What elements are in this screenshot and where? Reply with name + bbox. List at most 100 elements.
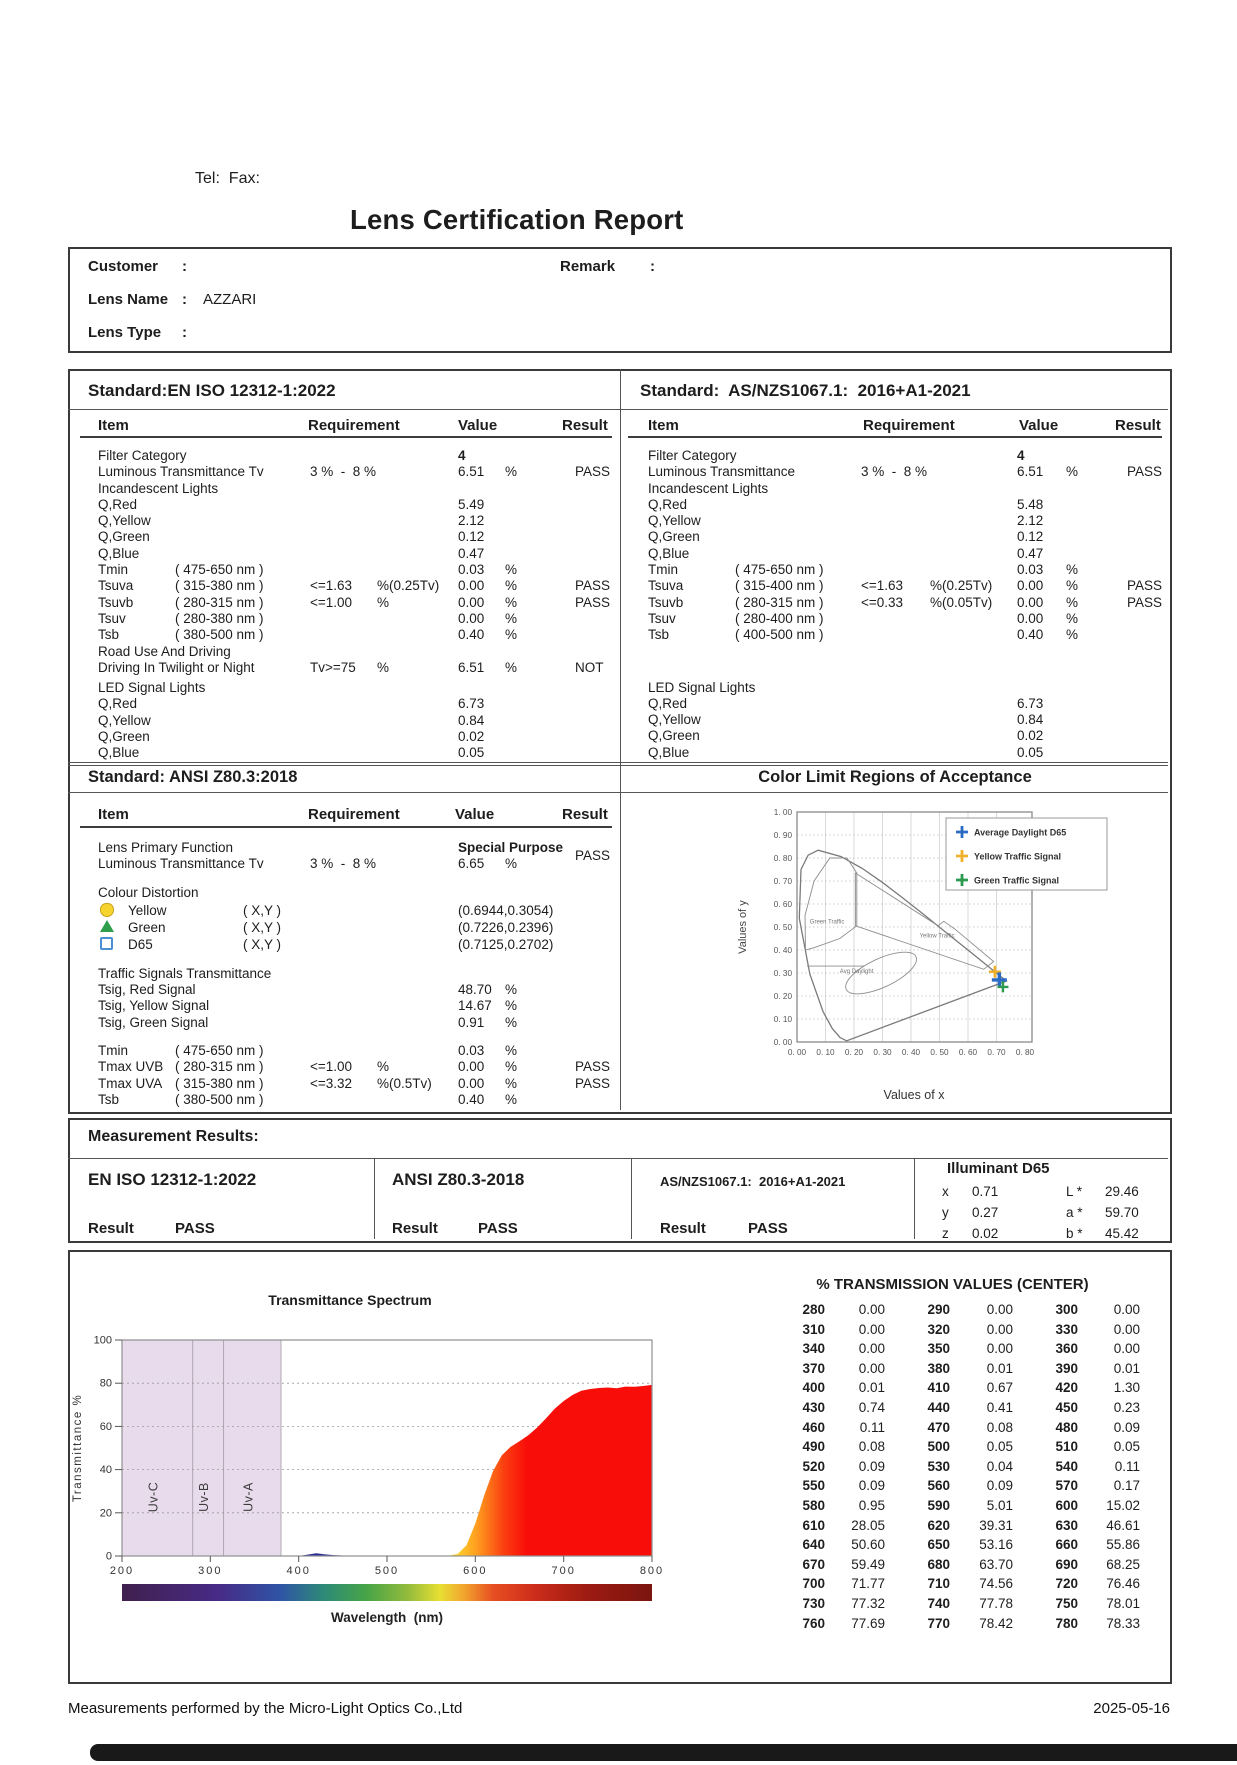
table-row: Filter Category 4 xyxy=(648,448,1163,464)
result-label: Result xyxy=(88,1220,134,1237)
cell-requirement: 3 % - 8 % xyxy=(310,856,377,872)
table-row: Tsuvb ( 280-315 nm ) <=1.00 % 0.00 % PAS… xyxy=(98,595,613,611)
wavelength: 390 xyxy=(1055,1360,1078,1376)
cell-range: ( 280-400 nm ) xyxy=(735,610,824,626)
transmission-row: 370 0.00 380 0.01 390 0.01 xyxy=(765,1359,1140,1379)
cell-range: ( 315-380 nm ) xyxy=(175,1075,264,1091)
cell-requirement: <=1.63 xyxy=(310,578,353,594)
cell-result: PASS xyxy=(575,578,611,594)
table-row: Q,Yellow 2.12 xyxy=(648,513,1163,529)
std-en-title: Standard:EN ISO 12312-1:2022 xyxy=(88,381,336,400)
daylight-ellipse xyxy=(845,951,917,995)
coord-label: y xyxy=(942,1205,949,1220)
cell-value: 0.02 xyxy=(1017,728,1044,744)
svg-text:1. 00: 1. 00 xyxy=(774,808,793,817)
cell-unit: % xyxy=(1066,578,1079,594)
svg-text:Yellow Traffic Signal: Yellow Traffic Signal xyxy=(974,852,1061,862)
cell-item: Q,Blue xyxy=(648,744,690,760)
svg-text:0: 0 xyxy=(106,1551,112,1563)
cell-item: Tmin xyxy=(98,562,128,578)
wavelength: 530 xyxy=(927,1458,950,1474)
color-swatch-icon xyxy=(100,902,114,917)
transmission-value: 50.60 xyxy=(851,1537,885,1553)
table-row: Tmin ( 475-650 nm ) 0.03 % xyxy=(98,1043,613,1059)
cell-result: PASS xyxy=(575,594,611,610)
wavelength: 510 xyxy=(1055,1439,1078,1455)
table-row: Tsuva ( 315-380 nm ) <=1.63 %(0.25Tv) 0.… xyxy=(98,578,613,594)
transmission-value: 5.01 xyxy=(986,1497,1013,1513)
table-row: Tsig, Yellow Signal 14.67 % xyxy=(98,998,613,1014)
cell-result: PASS xyxy=(1127,578,1163,594)
divider xyxy=(80,826,612,828)
divider xyxy=(68,765,1168,766)
transmission-value: 0.00 xyxy=(1113,1302,1140,1317)
svg-text:0. 40: 0. 40 xyxy=(774,946,793,955)
cell-unit: % xyxy=(1066,610,1079,626)
cell-item: Tsuv xyxy=(98,610,126,626)
col-value: Value xyxy=(455,806,495,823)
cell-value: 0.40 xyxy=(458,627,485,643)
wavelength: 620 xyxy=(927,1517,950,1533)
wavelength: 610 xyxy=(802,1517,825,1533)
info-label: Lens Name xyxy=(88,291,169,308)
cell-value: 0.00 xyxy=(458,1059,485,1075)
cell-item: Tmax UVA xyxy=(98,1075,163,1091)
col-result: Result xyxy=(562,417,608,434)
cell-item: Q,Blue xyxy=(98,545,140,561)
divider xyxy=(68,762,1168,763)
cell-requirement: 3 % - 8 % xyxy=(861,464,928,480)
transmission-value: 0.00 xyxy=(858,1302,885,1317)
cell-result: NOT xyxy=(575,659,604,675)
cell-unit: % xyxy=(1066,464,1079,480)
table-row: Q,Yellow 0.84 xyxy=(648,712,1163,728)
color-swatch-icon xyxy=(100,919,114,932)
svg-text:Green Traffic Signal: Green Traffic Signal xyxy=(974,876,1059,886)
cell-value: 2.12 xyxy=(458,513,485,529)
cell-value: 5.48 xyxy=(1017,496,1044,512)
std-as-column-headers: Item Requirement Value Result xyxy=(648,417,1163,435)
table-row: Filter Category 4 xyxy=(98,448,613,464)
svg-text:0. 60: 0. 60 xyxy=(959,1048,978,1057)
wavelength: 300 xyxy=(1055,1302,1078,1317)
transmission-value: 0.67 xyxy=(986,1380,1013,1396)
svg-text:0. 00: 0. 00 xyxy=(774,1038,793,1047)
svg-text:0. 00: 0. 00 xyxy=(788,1048,807,1057)
cell-item: Luminous Transmittance Tv xyxy=(98,464,264,480)
result-label: Result xyxy=(660,1220,706,1237)
remark-label: Remark xyxy=(560,258,616,275)
svg-text:0. 10: 0. 10 xyxy=(816,1048,835,1057)
transmission-value: 74.56 xyxy=(979,1576,1013,1592)
cell-value: 0.05 xyxy=(458,745,485,761)
cell-item: Q,Yellow xyxy=(98,712,151,728)
transmission-value: 0.00 xyxy=(858,1341,885,1357)
transmission-row: 700 71.77 710 74.56 720 76.46 xyxy=(765,1574,1140,1594)
std-ansi-column-headers: Item Requirement Value Result xyxy=(98,806,613,824)
result-label: Result xyxy=(392,1220,438,1237)
transmission-value: 0.00 xyxy=(986,1341,1013,1357)
cell-value: 0.40 xyxy=(458,1091,485,1107)
cell-unit: % xyxy=(505,998,518,1014)
remark-colon: : xyxy=(650,258,655,275)
wavelength: 660 xyxy=(1055,1537,1078,1553)
wavelength: 370 xyxy=(802,1360,825,1376)
info-colon: : xyxy=(182,258,187,275)
cell-value: 48.70 xyxy=(458,982,492,998)
cell-requirement-unit: %(0.25Tv) xyxy=(930,578,993,594)
cell-value: 0.00 xyxy=(1017,578,1044,594)
cell-item: Tmax UVB xyxy=(98,1059,164,1075)
cell-item: Tsuv xyxy=(648,610,676,626)
table-row: D65 ( X,Y ) (0.7125,0.2702) xyxy=(98,936,613,954)
svg-text:400: 400 xyxy=(287,1565,311,1577)
cell-unit: % xyxy=(505,1059,518,1075)
wavelength: 580 xyxy=(802,1497,825,1513)
cell-value: 5.49 xyxy=(458,496,485,512)
table-row: Q,Blue 0.47 xyxy=(98,546,613,562)
wavelength: 380 xyxy=(927,1360,950,1376)
cell-unit: % xyxy=(1066,562,1079,578)
cell-item: Q,Red xyxy=(98,496,138,512)
cell-unit: % xyxy=(505,578,518,594)
cell-value: 0.84 xyxy=(458,712,485,728)
cell-item: Yellow xyxy=(128,902,167,918)
cell-range: ( 475-650 nm ) xyxy=(735,562,824,578)
wavelength: 550 xyxy=(802,1478,825,1494)
